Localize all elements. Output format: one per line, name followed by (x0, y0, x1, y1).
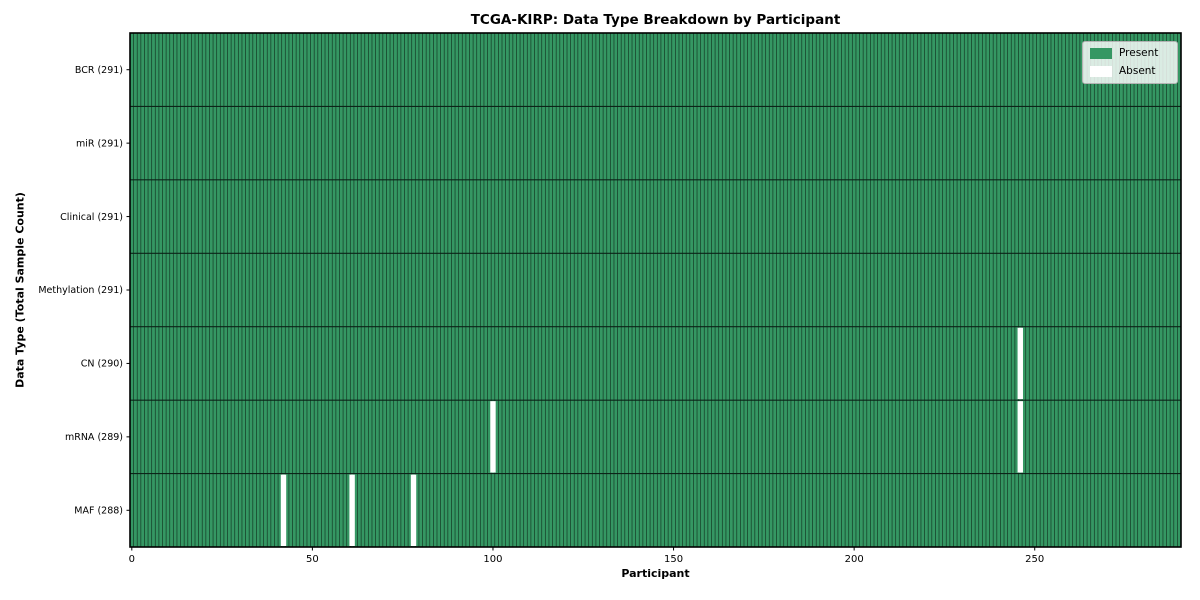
absent-cell (1017, 327, 1023, 400)
legend-swatch-present-icon (1090, 48, 1112, 59)
x-tick-label: 200 (845, 554, 864, 565)
legend: Present Absent (1082, 41, 1178, 84)
legend-label-absent: Absent (1119, 65, 1156, 77)
y-tick-label: BCR (291) (75, 65, 123, 76)
absent-cell (280, 474, 287, 546)
y-tick-label: mRNA (289) (65, 432, 123, 443)
absent-cell (490, 401, 496, 473)
legend-item-present: Present (1090, 47, 1169, 60)
y-tick-label: miR (291) (76, 138, 123, 149)
x-tick-label: 0 (129, 554, 135, 565)
legend-item-absent: Absent (1090, 65, 1169, 78)
absent-cell (1017, 401, 1023, 473)
absent-cell (349, 474, 355, 546)
y-tick-label: Clinical (291) (60, 212, 123, 223)
legend-swatch-absent-icon (1090, 66, 1112, 77)
x-tick-label: 50 (306, 554, 319, 565)
x-tick-label: 150 (664, 554, 683, 565)
y-tick-label: Methylation (291) (38, 285, 123, 296)
y-tick-label: CN (290) (81, 359, 123, 370)
absent-cell (410, 474, 417, 546)
legend-label-present: Present (1119, 47, 1159, 59)
x-axis-title: Participant (621, 567, 690, 580)
y-tick-label: MAF (288) (74, 505, 123, 516)
present-cells-background (130, 33, 1181, 547)
x-tick-label: 250 (1025, 554, 1044, 565)
chart-title: TCGA-KIRP: Data Type Breakdown by Partic… (470, 12, 841, 28)
x-tick-label: 100 (483, 554, 502, 565)
